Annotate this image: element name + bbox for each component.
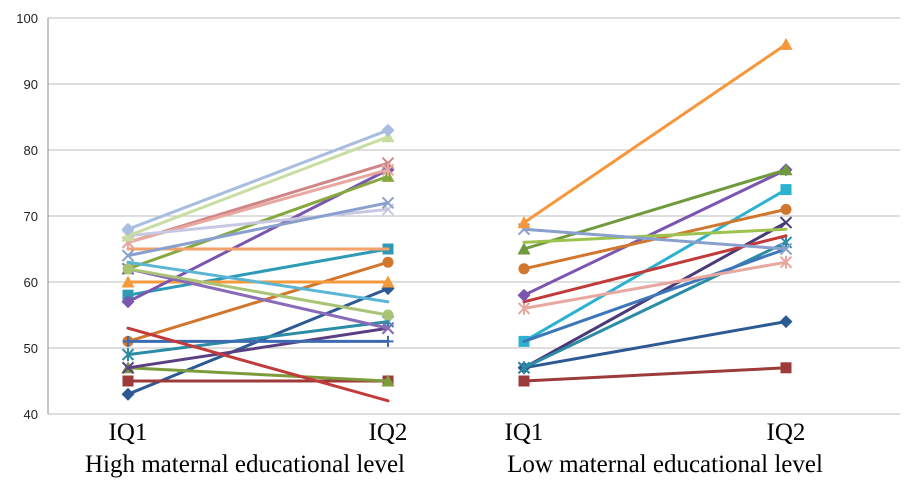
data-point-marker <box>382 256 394 268</box>
data-point-marker <box>381 123 395 137</box>
y-tick-label: 40 <box>24 407 38 422</box>
series-segment <box>126 326 390 370</box>
series-segment <box>522 366 788 383</box>
x-tick-label-iq2: IQ2 <box>369 419 408 446</box>
series-segment <box>126 207 390 238</box>
data-point-marker <box>121 387 135 401</box>
group-low-maternal-education <box>517 37 793 387</box>
data-point-marker <box>517 216 531 229</box>
data-point-marker <box>517 288 531 302</box>
data-point-marker <box>779 255 793 269</box>
data-point-marker <box>381 196 395 210</box>
series-segment <box>126 320 390 357</box>
data-point-marker <box>121 361 135 375</box>
series-segment <box>126 267 390 330</box>
data-point-marker <box>779 163 793 176</box>
data-point-marker <box>382 309 394 321</box>
series-line <box>122 375 394 387</box>
series-segment <box>126 260 390 304</box>
series-line <box>517 163 793 255</box>
data-point-marker <box>780 184 792 196</box>
data-point-marker <box>121 348 135 362</box>
data-point-marker <box>779 37 793 50</box>
group-high-maternal-education <box>121 123 395 403</box>
series-segment <box>522 42 788 225</box>
series-line <box>122 263 394 321</box>
series-segment <box>126 135 390 238</box>
series-segment <box>126 267 390 317</box>
series-line <box>122 256 394 347</box>
series-segment <box>522 168 788 251</box>
data-point-marker <box>517 301 531 315</box>
data-point-marker <box>381 321 395 335</box>
data-point-marker <box>381 275 395 288</box>
series-segment <box>522 227 788 244</box>
data-point-marker <box>381 374 395 387</box>
x-tick-label-iq1: IQ1 <box>505 419 544 446</box>
series-segment <box>126 260 390 343</box>
series-line <box>126 260 390 304</box>
series-segment <box>126 326 390 403</box>
data-point-marker <box>122 375 134 387</box>
series-line <box>522 247 788 343</box>
data-point-marker <box>121 275 135 288</box>
data-point-marker <box>517 242 531 255</box>
data-point-marker <box>518 375 530 387</box>
x-tick-label-iq1: IQ1 <box>109 419 148 446</box>
data-point-marker <box>779 216 793 229</box>
series-lines <box>121 37 793 403</box>
y-tick-label: 70 <box>24 209 38 224</box>
data-point-marker <box>122 335 134 347</box>
group-label: High maternal educational level <box>85 451 405 478</box>
series-segment <box>126 247 390 297</box>
y-tick-label: 60 <box>24 275 38 290</box>
data-point-marker <box>780 203 792 215</box>
data-point-marker <box>382 335 394 347</box>
series-segment <box>522 320 788 370</box>
series-line <box>522 227 788 244</box>
data-point-marker <box>779 242 793 256</box>
series-segment <box>522 260 788 310</box>
series-segment <box>522 168 788 297</box>
group-label: Low maternal educational level <box>507 451 823 478</box>
data-point-marker <box>518 263 530 275</box>
data-point-marker <box>121 222 135 236</box>
y-tick-label: 50 <box>24 341 38 356</box>
series-segment <box>126 366 390 383</box>
series-line <box>126 326 390 403</box>
y-tick-label: 90 <box>24 77 38 92</box>
series-segment <box>522 247 788 343</box>
series-segment <box>126 201 390 258</box>
data-point-marker <box>780 362 792 374</box>
data-point-marker <box>517 361 531 375</box>
series-line <box>517 235 793 375</box>
series-line <box>517 255 793 315</box>
y-tick-label: 80 <box>24 143 38 158</box>
data-point-marker <box>779 315 793 329</box>
data-point-marker <box>381 163 395 177</box>
series-segment <box>522 227 788 251</box>
y-axis: 40 50 60 70 80 90 100 <box>16 11 49 422</box>
series-segment <box>126 128 390 231</box>
data-point-marker <box>122 263 134 275</box>
x-tick-label-iq2: IQ2 <box>767 419 806 446</box>
series-line <box>517 37 793 229</box>
y-tick-label: 100 <box>16 11 38 26</box>
series-line <box>517 315 793 375</box>
series-line <box>121 123 395 236</box>
data-point-marker <box>121 295 135 309</box>
series-line <box>121 196 395 262</box>
data-point-marker <box>121 249 135 262</box>
data-point-marker <box>122 289 134 301</box>
x-axis-labels: IQ1 IQ2 High maternal educational level IQ1… <box>85 419 823 478</box>
series-segment <box>522 188 788 343</box>
series-line <box>518 362 792 387</box>
